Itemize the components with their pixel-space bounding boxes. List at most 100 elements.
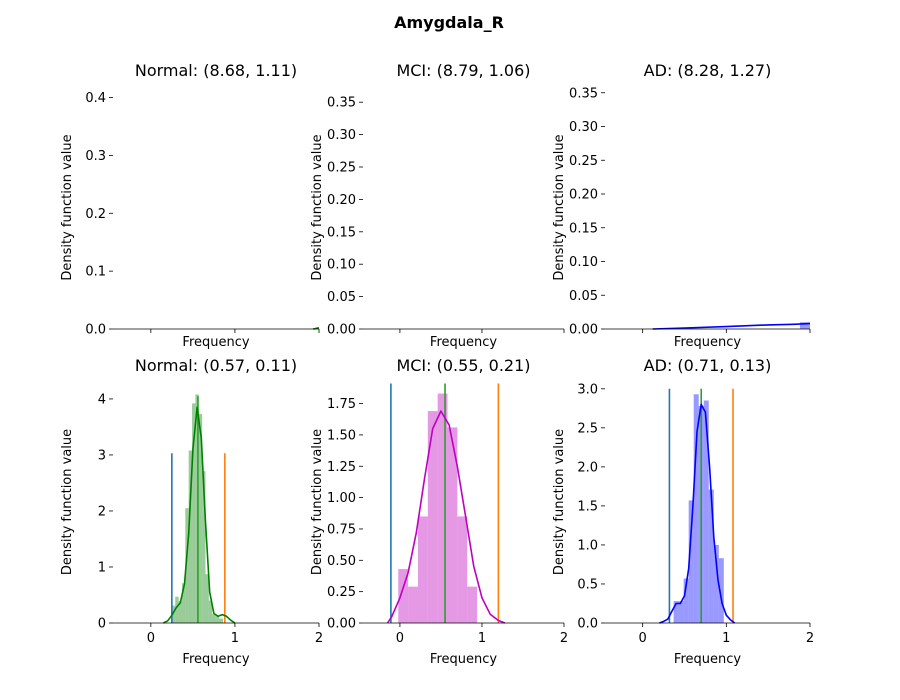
y-tick-label: 0.1 [85,265,106,280]
hist-bar [447,427,458,623]
y-tick-label: 0.25 [327,585,356,600]
chart-panel-1: Normal: (8.68, 1.11) 0.0 0.1 0.2 0.3 0.4 Frequ… [60,61,320,350]
hist-bar [713,544,719,623]
hist-bar [467,586,478,623]
y-tick-label: 0.20 [569,188,598,203]
kde-curve [386,410,506,624]
hist-bar [198,414,203,623]
y-tick-label: 0.15 [327,225,356,240]
y-axis-label: Density function value [310,429,325,575]
y-tick-label: 0.5 [577,577,598,592]
y-tick-label: 1.00 [327,491,356,506]
chart-panel-2: MCI: (8.79, 1.06) 0.00 0.05 0.10 0.15 0.20 0.2… [310,61,565,350]
y-tick-label: 0.35 [569,86,598,101]
hist-bar [398,569,409,623]
y-tick-label: 0.00 [327,617,356,632]
y-tick-label: 0.00 [327,323,356,338]
kde-curve [163,406,236,624]
y-tick-label: 2 [98,504,106,519]
y-tick-label: 3.0 [577,382,598,397]
panel-title: MCI: (8.79, 1.06) [396,61,530,80]
hist-bar [175,596,179,623]
x-tick-label: 0 [396,631,404,646]
hist-bar [799,322,810,329]
y-tick-label: 0.75 [327,522,356,537]
y-tick-label: 1.25 [327,460,356,475]
y-tick-label: 0.50 [327,554,356,569]
y-tick-label: 0.30 [569,120,598,135]
y-tick-label: 1.0 [577,538,598,553]
hist-bar [457,516,468,623]
y-axis-label: Density function value [60,429,75,575]
x-tick-label: 2 [560,631,568,646]
y-tick-label: 0.25 [569,154,598,169]
x-axis-label: Frequency [674,652,741,667]
x-tick-label: 2 [315,631,323,646]
y-tick-label: 0.10 [327,258,356,273]
panel-title: Normal: (0.57, 0.11) [135,356,297,375]
y-axis-label: Density function value [310,134,325,280]
chart-panel-3: AD: (8.28, 1.27) 0.00 0.05 0.10 0.15 0.20 0.25… [552,61,811,350]
figure-title: Amygdala_R [394,13,504,32]
x-axis-label: Frequency [674,335,741,350]
hist-bar [408,586,418,623]
y-axis-label: Density function value [60,134,75,280]
hist-bar [171,605,176,623]
hist-bar [212,614,216,623]
hist-bar [195,394,199,623]
hist-bar [678,601,684,623]
hist-bar [188,450,193,623]
hist-bar [192,403,196,623]
hist-bar [427,411,438,623]
y-tick-label: 0.10 [569,255,598,270]
y-tick-label: 4 [98,392,106,407]
y-tick-label: 2.0 [577,460,598,475]
y-tick-label: 1.75 [327,397,356,412]
chart-panel-4: Normal: (0.57, 0.11) 0 1 2 3 4 0 1 2 Frequency Den… [60,356,323,667]
x-tick-label: 1 [722,631,730,646]
hist-bar [683,578,689,623]
y-tick-label: 1 [98,560,106,575]
y-tick-label: 0.25 [327,161,356,176]
hist-bar [185,508,189,623]
x-tick-label: 2 [806,631,814,646]
x-axis-label: Frequency [430,335,497,350]
x-tick-label: 1 [478,631,486,646]
y-tick-label: 0.20 [327,193,356,208]
y-tick-label: 0.15 [569,221,598,236]
y-axis-label: Density function value [552,429,567,575]
y-tick-label: 0.35 [327,96,356,111]
y-tick-label: 1.50 [327,428,356,443]
y-tick-label: 0.00 [569,323,598,338]
x-tick-label: 0 [639,631,647,646]
panels: Normal: (8.68, 1.11) 0.0 0.1 0.2 0.3 0.4 Frequ… [60,61,814,667]
x-axis-label: Frequency [182,335,249,350]
hist-bar [703,400,709,623]
y-tick-label: 0.05 [327,290,356,305]
x-tick-label: 1 [231,631,239,646]
chart-panel-5: MCI: (0.55, 0.21) 0.00 0.25 0.50 0.75 1.00 1.2… [310,356,568,667]
y-tick-label: 0 [98,617,106,632]
y-tick-label: 0.0 [577,617,598,632]
hist-bar [218,618,224,623]
y-tick-label: 0.2 [85,207,106,222]
x-tick-label: 0 [147,631,155,646]
hist-bar [693,394,699,623]
hist-bar [708,489,714,623]
hist-bar [178,601,182,623]
hist-bar [718,558,724,623]
hist-bar [208,600,213,623]
kde-curve [659,403,736,624]
y-tick-label: 0.0 [85,323,106,338]
y-tick-label: 0.3 [85,149,106,164]
panel-title: AD: (0.71, 0.13) [644,356,772,375]
kde-curve [652,322,811,330]
hist-bar [688,500,694,623]
y-tick-label: 0.05 [569,289,598,304]
x-axis-label: Frequency [182,652,249,667]
y-tick-label: 2.5 [577,421,598,436]
hist-bar [202,471,206,623]
hist-bar [417,516,428,623]
hist-bar [673,601,679,623]
